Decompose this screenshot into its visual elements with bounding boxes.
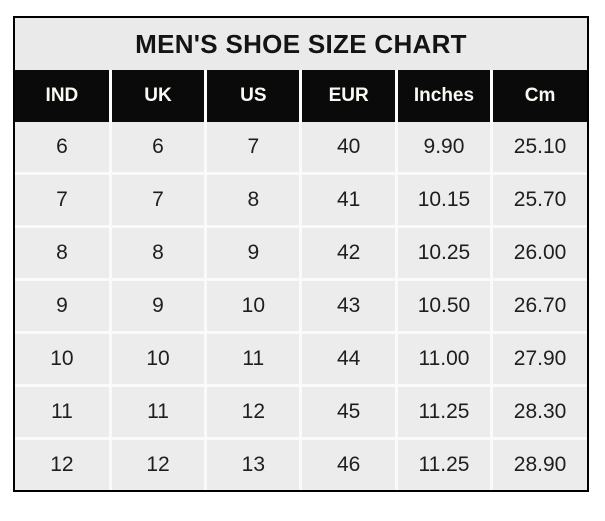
table-cell: 9 [204, 226, 303, 281]
table-cell: 11.00 [394, 332, 494, 387]
table-cell: 9.90 [394, 122, 494, 175]
table-cell: 6 [108, 122, 208, 175]
table-cell: 8 [108, 226, 208, 281]
table-cell: 43 [299, 279, 398, 334]
table-header: IND UK US EUR Inches Cm [15, 70, 587, 122]
table-row: 11 11 12 45 11.25 28.30 [15, 385, 587, 440]
table-body: 6 6 7 40 9.90 25.10 7 7 8 41 10.15 25.70 8 8 9 42 10.25 2… [15, 122, 587, 490]
table-cell: 41 [299, 173, 398, 228]
table-cell: 26.70 [490, 279, 587, 334]
table-cell: 27.90 [490, 332, 587, 387]
column-header-eur: EUR [299, 70, 397, 122]
table-cell: 6 [15, 122, 112, 175]
table-row: 12 12 13 46 11.25 28.90 [15, 438, 587, 490]
table-cell: 26.00 [490, 226, 587, 281]
table-row: 6 6 7 40 9.90 25.10 [15, 122, 587, 175]
table-cell: 25.70 [490, 173, 587, 228]
table-row: 9 9 10 43 10.50 26.70 [15, 279, 587, 334]
table-cell: 8 [204, 173, 303, 228]
table-cell: 12 [204, 385, 303, 440]
table-cell: 28.30 [490, 385, 587, 440]
column-header-us: US [204, 70, 301, 122]
table-cell: 9 [15, 279, 112, 334]
table-cell: 10.50 [394, 279, 494, 334]
column-header-inches: Inches [394, 70, 492, 122]
table-cell: 7 [204, 122, 303, 175]
table-cell: 28.90 [490, 438, 587, 490]
table-cell: 40 [299, 122, 398, 175]
table-cell: 45 [299, 385, 398, 440]
table-row: 8 8 9 42 10.25 26.00 [15, 226, 587, 281]
column-header-ind: IND [15, 70, 111, 122]
table-cell: 42 [299, 226, 398, 281]
table-cell: 44 [299, 332, 398, 387]
column-header-cm: Cm [490, 70, 587, 122]
table-cell: 12 [108, 438, 208, 490]
table-cell: 13 [204, 438, 303, 490]
table-cell: 11 [15, 385, 112, 440]
chart-title: MEN'S SHOE SIZE CHART [15, 18, 587, 70]
table-cell: 8 [15, 226, 112, 281]
table-cell: 10 [15, 332, 112, 387]
table-cell: 46 [299, 438, 398, 490]
table-cell: 10.25 [394, 226, 494, 281]
column-header-uk: UK [108, 70, 206, 122]
table-row: 7 7 8 41 10.15 25.70 [15, 173, 587, 228]
table-cell: 10 [108, 332, 208, 387]
size-table: IND UK US EUR Inches Cm 6 6 7 40 9.90 25.10 7 7 8 41 10… [15, 70, 587, 490]
table-cell: 10 [204, 279, 303, 334]
table-cell: 11.25 [394, 385, 494, 440]
table-row: 10 10 11 44 11.00 27.90 [15, 332, 587, 387]
table-cell: 11.25 [394, 438, 494, 490]
table-cell: 12 [15, 438, 112, 490]
table-cell: 10.15 [394, 173, 494, 228]
shoe-size-chart-card: MEN'S SHOE SIZE CHART IND UK US EUR Inches Cm… [13, 16, 589, 492]
table-cell: 9 [108, 279, 208, 334]
header-row: IND UK US EUR Inches Cm [15, 70, 587, 122]
table-cell: 25.10 [490, 122, 587, 175]
table-cell: 11 [108, 385, 208, 440]
table-cell: 7 [108, 173, 208, 228]
table-cell: 7 [15, 173, 112, 228]
table-cell: 11 [204, 332, 303, 387]
